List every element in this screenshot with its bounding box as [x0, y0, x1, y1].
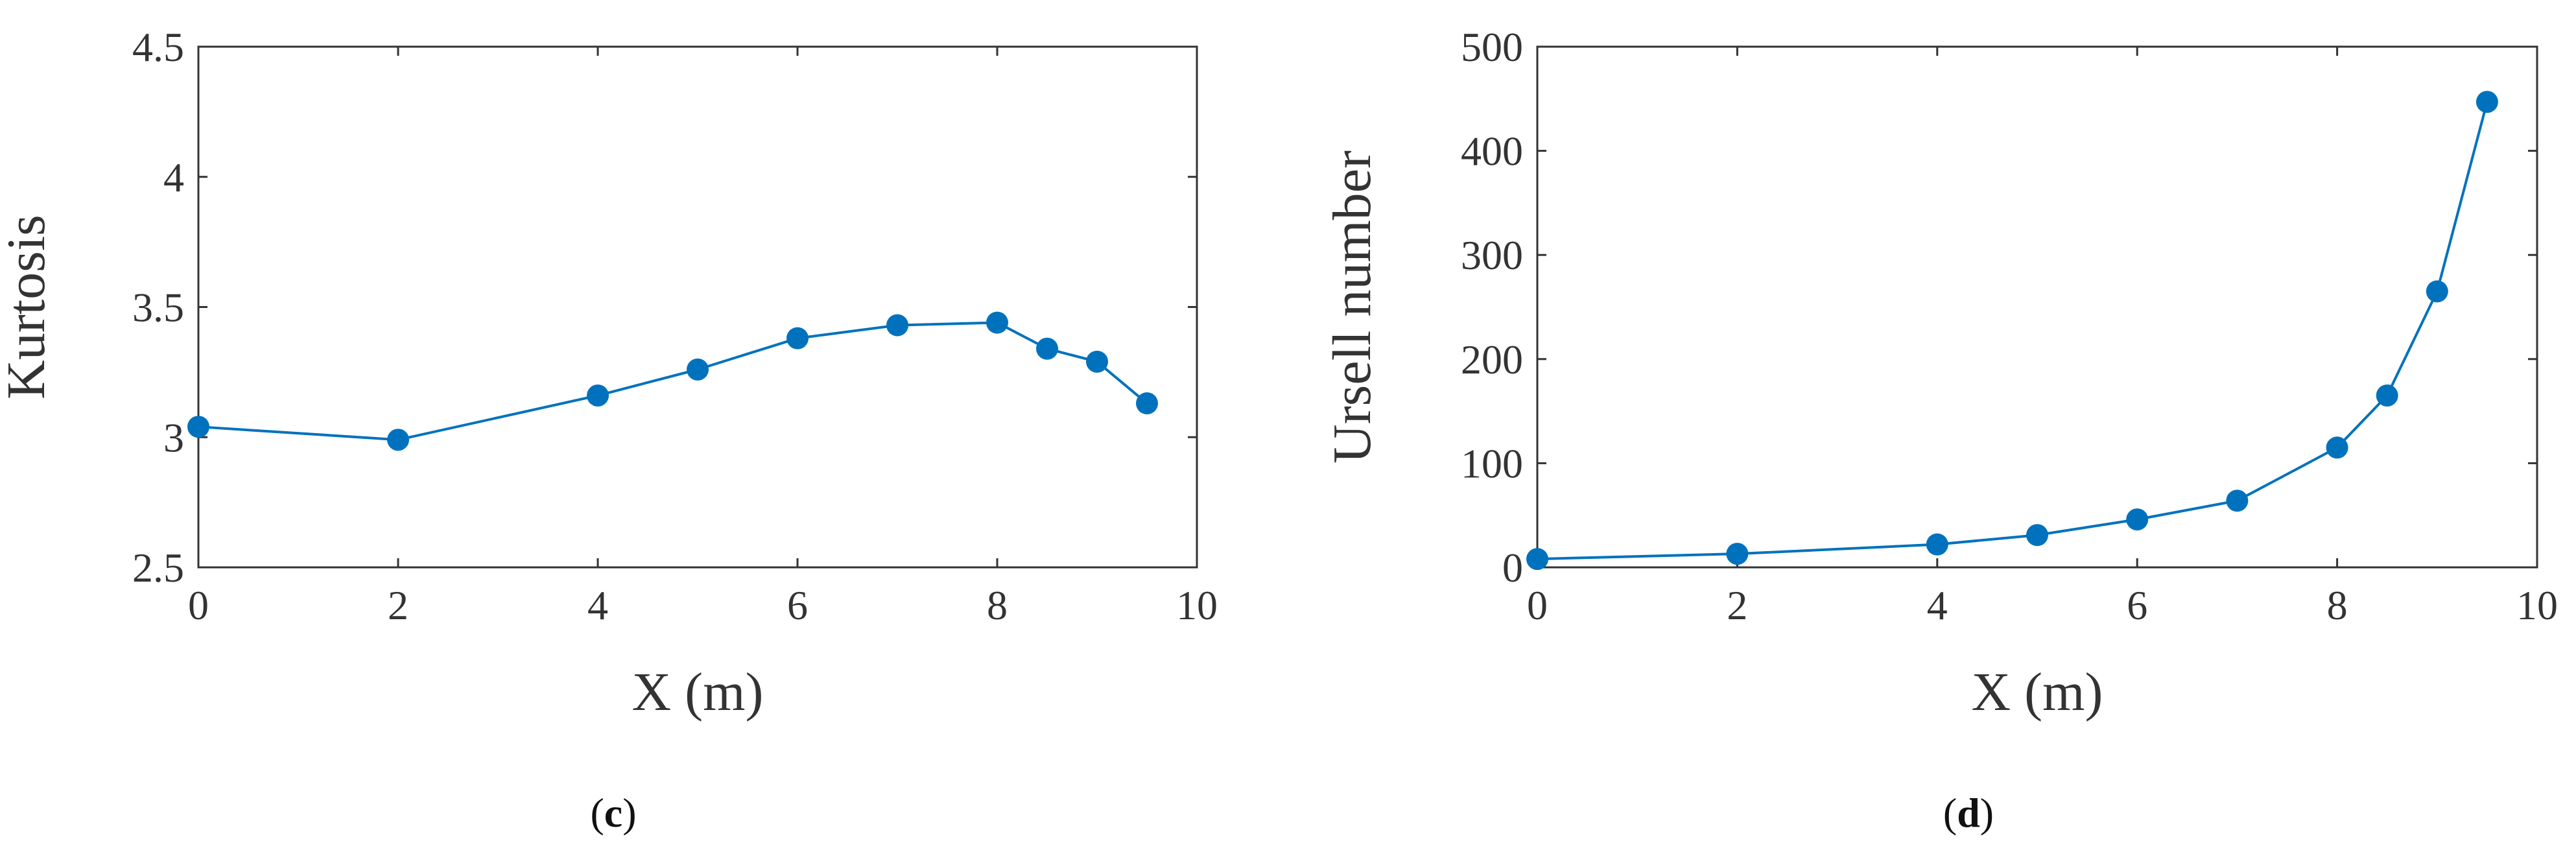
data-point: [2126, 508, 2149, 531]
y-tick-label: 200: [1461, 337, 1523, 383]
y-axis-label: Ursell number: [1322, 150, 1382, 464]
x-tick-label: 10: [2516, 582, 2558, 628]
y-tick-label: 500: [1461, 24, 1523, 70]
y-tick-label: 3.5: [132, 285, 184, 331]
panel-label: (c): [590, 790, 636, 836]
y-tick-label: 3: [163, 414, 184, 460]
chart-panel-c: 0 2 4 6 8 10 2.5 3 3.5 4 4.5 X (m) Kurtosis (c): [0, 24, 1218, 836]
y-tick-label: 100: [1461, 440, 1523, 486]
data-point: [786, 327, 809, 349]
plot-area-frame: [1536, 45, 2538, 569]
plot-area-frame: [197, 45, 1198, 569]
data-point: [2026, 524, 2048, 547]
x-tick-label: 2: [388, 582, 408, 628]
data-point: [687, 358, 709, 381]
x-tick-label: 0: [1527, 582, 1548, 628]
series-line: [1537, 101, 2488, 561]
series-line: [198, 321, 1148, 442]
x-axis-label: X (m): [632, 662, 764, 722]
y-tick-label: 4: [163, 154, 184, 200]
y-tick-label: 2.5: [132, 545, 184, 591]
x-tick-label: 6: [2127, 582, 2147, 628]
panel-label: (d): [1943, 790, 1994, 836]
data-point: [387, 429, 409, 451]
x-tick-label: 10: [1176, 582, 1218, 628]
data-point: [1086, 350, 1108, 373]
data-point: [1726, 543, 1749, 565]
data-point: [1926, 533, 1948, 556]
data-point: [1036, 337, 1058, 360]
data-point: [2426, 280, 2448, 303]
data-point: [886, 314, 908, 337]
x-tick-label: 0: [188, 582, 209, 628]
data-point: [2326, 436, 2348, 459]
data-point: [2376, 384, 2398, 407]
x-tick-label: 2: [1727, 582, 1747, 628]
x-tick-label: 8: [2327, 582, 2348, 628]
data-point: [1136, 392, 1158, 415]
x-tick-label: 6: [787, 582, 808, 628]
x-tick-label: 8: [987, 582, 1008, 628]
x-tick-label: 4: [1927, 582, 1948, 628]
data-point: [986, 311, 1008, 334]
y-tick-label: 400: [1461, 128, 1523, 174]
y-tick-label: 0: [1502, 545, 1523, 591]
data-point: [187, 416, 209, 438]
data-point: [2226, 490, 2249, 512]
y-tick-label: 300: [1461, 232, 1523, 278]
y-tick-label: 4.5: [132, 24, 184, 70]
x-tick-label: 4: [587, 582, 608, 628]
x-axis-label: X (m): [1972, 662, 2103, 722]
data-point: [2476, 91, 2498, 113]
data-point: [587, 384, 609, 407]
data-point: [1526, 548, 1548, 571]
y-axis-label: Kurtosis: [0, 215, 56, 399]
